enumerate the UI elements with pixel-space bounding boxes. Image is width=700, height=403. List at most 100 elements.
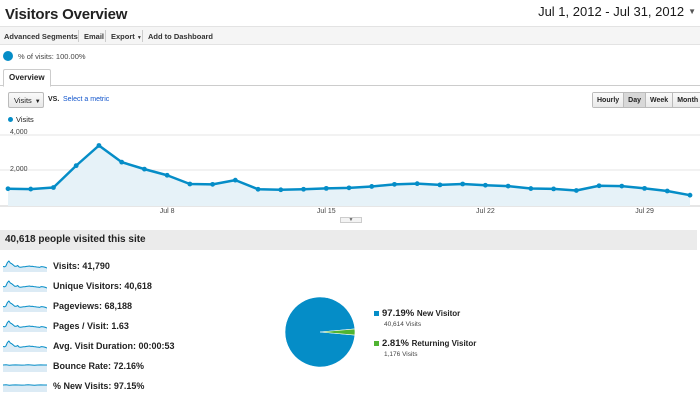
sparkline-line — [3, 260, 47, 269]
visits-point[interactable] — [119, 159, 125, 165]
sparkline-icon[interactable] — [3, 280, 47, 292]
visits-point[interactable] — [642, 185, 647, 191]
chart-legend: Visits — [8, 115, 34, 124]
metric-item: Pages / Visit: 1.63 — [3, 318, 273, 334]
report-toolbar: Advanced Segments Email Export ▼ Add to … — [0, 26, 700, 45]
visits-point[interactable] — [323, 185, 329, 191]
visits-chart-svg — [0, 134, 700, 207]
sparkline-icon[interactable] — [3, 300, 47, 312]
sparkline-icon[interactable] — [3, 340, 47, 352]
pie-slice-new-visitor[interactable] — [284, 296, 356, 368]
visits-point[interactable] — [369, 184, 375, 189]
sparkline-icon[interactable] — [3, 320, 47, 332]
pie-slice-returning-visitor[interactable] — [319, 328, 356, 336]
visitor-type-pie — [284, 296, 356, 368]
visits-point[interactable] — [505, 183, 511, 189]
visits-point[interactable] — [483, 182, 488, 188]
legend-swatch-icon — [374, 311, 379, 316]
granularity-month-button[interactable]: Month — [673, 93, 700, 107]
sparkline-area — [3, 261, 47, 272]
visits-point[interactable] — [73, 163, 79, 169]
sparkline-icon[interactable] — [3, 360, 47, 372]
visits-point[interactable] — [687, 192, 693, 198]
visits-point[interactable] — [96, 143, 102, 148]
toolbar-divider — [78, 30, 79, 42]
email-button[interactable]: Email — [84, 32, 105, 41]
metric-item: Bounce Rate: 72.16% — [3, 358, 273, 374]
date-range-picker[interactable]: Jul 1, 2012 - Jul 31, 2012 ▼ — [538, 4, 696, 19]
tab-overview[interactable]: Overview — [3, 69, 51, 87]
metric-dropdown[interactable]: Visits ▼ — [8, 92, 44, 108]
metric-item: % New Visits: 97.15% — [3, 378, 273, 394]
pie-legend-name: Returning Visitor — [411, 339, 477, 348]
legend-series-label: Visits — [16, 115, 34, 124]
visits-point[interactable] — [573, 188, 579, 193]
metric-item: Unique Visitors: 40,618 — [3, 278, 273, 294]
x-tick-label: Jul 8 — [159, 208, 175, 215]
visits-point[interactable] — [142, 166, 147, 172]
pie-legend-main: 2.81% Returning Visitor — [382, 338, 476, 349]
sparkline-line — [3, 280, 47, 289]
percent-of-visits: % of visits: 100.00% — [18, 51, 86, 61]
visits-point[interactable] — [232, 177, 238, 183]
sparkline-line — [3, 300, 47, 309]
sparkline-icon[interactable] — [3, 380, 47, 392]
granularity-switcher: Hourly Day Week Month — [592, 92, 700, 108]
vs-label: VS. — [48, 96, 60, 103]
metric-label: Avg. Visit Duration: 00:00:53 — [53, 341, 175, 351]
add-to-dashboard-button[interactable]: Add to Dashboard — [148, 32, 213, 41]
visits-point[interactable] — [551, 186, 556, 192]
page-title: Visitors Overview — [5, 6, 128, 23]
segment-indicator: % of visits: 100.00% — [3, 51, 86, 61]
visits-point[interactable] — [28, 186, 34, 192]
pie-legend-main: 97.19% New Visitor — [382, 308, 460, 319]
sparkline-line — [3, 320, 47, 329]
visits-point[interactable] — [619, 183, 625, 189]
sparkline-area — [3, 364, 47, 372]
metric-label: Bounce Rate: 72.16% — [53, 361, 145, 371]
visits-area — [8, 145, 690, 206]
visits-point[interactable] — [255, 186, 261, 192]
metric-label: Pages / Visit: 1.63 — [53, 321, 129, 331]
pie-legend-visits: 40,614 Visits — [384, 321, 422, 328]
pie-segment-icon — [3, 51, 13, 61]
y-tick-label: 4,000 — [10, 129, 28, 136]
summary-headline: 40,618 people visited this site — [0, 230, 697, 250]
metric-item: Avg. Visit Duration: 00:00:53 — [3, 338, 273, 354]
sparkline-area — [3, 281, 47, 292]
pie-legend-visits: 1,176 Visits — [384, 351, 418, 358]
visits-point[interactable] — [278, 187, 284, 193]
visits-point[interactable] — [301, 186, 306, 192]
visits-point[interactable] — [187, 181, 193, 187]
sparkline-area — [3, 341, 47, 352]
pie-legend-pct: 97.19% — [382, 308, 415, 319]
granularity-week-button[interactable]: Week — [646, 93, 674, 107]
granularity-day-button[interactable]: Day — [624, 93, 647, 107]
advanced-segments-button[interactable]: Advanced Segments — [4, 32, 78, 41]
metric-label: Visits: 41,790 — [53, 261, 110, 271]
visits-point[interactable] — [346, 185, 352, 191]
sparkline-area — [3, 321, 47, 332]
granularity-hourly-button[interactable]: Hourly — [593, 93, 625, 107]
select-metric-link[interactable]: Select a metric — [63, 96, 110, 103]
metric-controls: Visits ▼ VS. Select a metric Hourly Day W… — [0, 92, 700, 110]
visits-point[interactable] — [5, 186, 11, 192]
visits-point[interactable] — [392, 181, 397, 187]
visits-point[interactable] — [210, 181, 216, 187]
export-button[interactable]: Export ▼ — [111, 32, 142, 41]
visits-point[interactable] — [164, 172, 170, 178]
visits-point[interactable] — [51, 185, 56, 190]
visits-point[interactable] — [664, 188, 670, 194]
metric-label: % New Visits: 97.15% — [53, 381, 145, 391]
visits-chart: 4,000 2,000 Jul 8 Jul 15 Jul 22 Jul 29 ▼ — [0, 124, 700, 224]
sparkline-area — [3, 384, 47, 392]
sparkline-line — [3, 340, 47, 349]
date-range-label: Jul 1, 2012 - Jul 31, 2012 — [538, 4, 685, 19]
visits-point[interactable] — [437, 182, 443, 188]
visits-point[interactable] — [414, 181, 420, 187]
visits-point[interactable] — [528, 186, 534, 191]
chart-collapse-handle[interactable]: ▼ — [340, 217, 362, 223]
visits-point[interactable] — [596, 183, 602, 189]
visits-point[interactable] — [460, 181, 466, 187]
sparkline-icon[interactable] — [3, 260, 47, 272]
